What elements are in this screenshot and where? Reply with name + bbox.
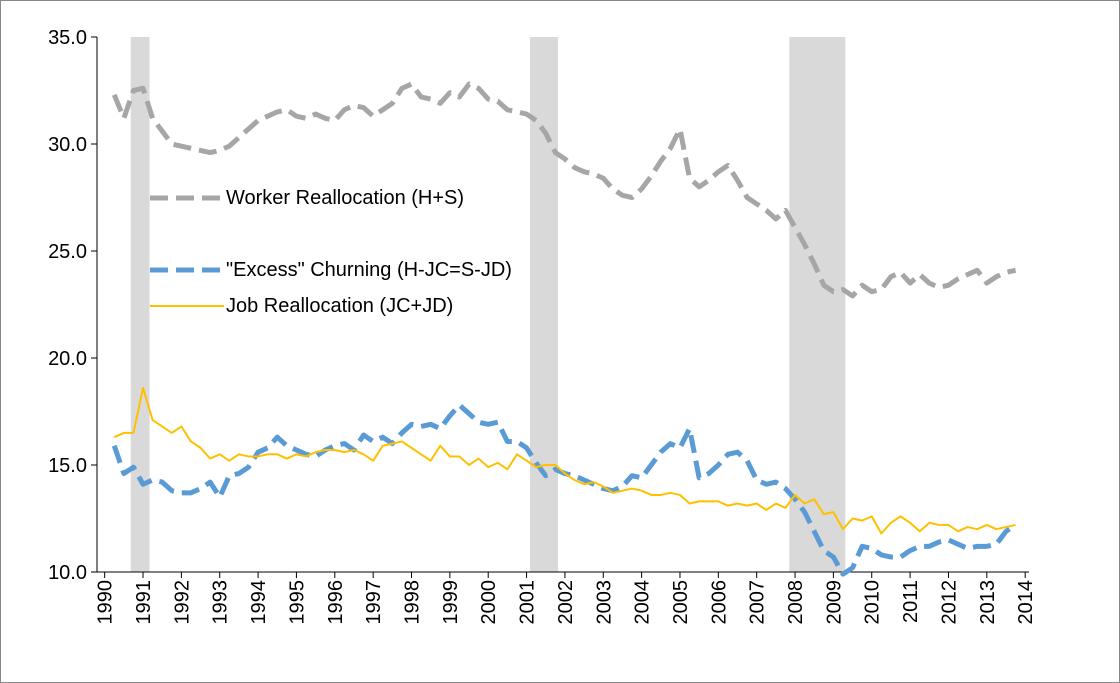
legend-label: Worker Reallocation (H+S) bbox=[226, 187, 465, 209]
x-tick-label: 2006 bbox=[708, 580, 730, 625]
legend-entry: "Excess" Churning (H-JC=S-JD) bbox=[150, 252, 590, 288]
x-tick-label: 2002 bbox=[555, 580, 577, 625]
x-tick-label: 1991 bbox=[133, 580, 155, 625]
x-tick-label: 2011 bbox=[900, 580, 922, 623]
axes: 10.0 15.0 20.0 25.0 30.0 35.0 1990 1991 1992 1993… bbox=[48, 27, 1037, 625]
x-tick-label: 2012 bbox=[938, 580, 960, 625]
x-tick-label: 1992 bbox=[171, 580, 193, 625]
legend-swatch bbox=[150, 305, 224, 307]
x-tick-label: 2010 bbox=[862, 580, 884, 625]
x-tick-label: 1998 bbox=[402, 580, 424, 625]
recession-band bbox=[530, 37, 559, 572]
legend: Worker Reallocation (H+S) "Excess" Churni… bbox=[150, 180, 590, 324]
y-tick-label: 25.0 bbox=[48, 241, 87, 263]
x-tick-label: 2004 bbox=[632, 580, 654, 625]
x-tick-label: 2007 bbox=[747, 580, 769, 625]
legend-entry: Worker Reallocation (H+S) bbox=[150, 180, 590, 216]
x-tick-label: 2014 bbox=[1015, 580, 1037, 625]
y-tick-label: 35.0 bbox=[48, 27, 87, 49]
legend-swatch bbox=[150, 267, 224, 273]
y-tick-label: 30.0 bbox=[48, 134, 87, 156]
lines bbox=[111, 81, 1017, 577]
x-tick-label: 2009 bbox=[823, 580, 845, 625]
recession-band bbox=[789, 37, 846, 572]
x-tick-label: 1994 bbox=[248, 580, 270, 625]
x-tick-label: 2013 bbox=[977, 580, 999, 625]
x-tick-label: 1996 bbox=[325, 580, 347, 625]
recession-band bbox=[130, 37, 150, 572]
x-tick-label: 1997 bbox=[363, 580, 385, 625]
legend-swatch bbox=[150, 195, 224, 201]
x-tick-label: 2003 bbox=[593, 580, 615, 625]
y-tick-label: 10.0 bbox=[48, 562, 87, 584]
x-tick-label: 1999 bbox=[440, 580, 462, 625]
x-tick-label: 1990 bbox=[95, 580, 117, 625]
series-line bbox=[111, 81, 1017, 299]
x-tick-label: 2000 bbox=[478, 580, 500, 625]
x-tick-label: 1993 bbox=[210, 580, 232, 625]
x-tick-label: 1995 bbox=[286, 580, 308, 625]
legend-label: Job Reallocation (JC+JD) bbox=[226, 295, 454, 317]
x-tick-label: 2005 bbox=[670, 580, 692, 625]
legend-entry: Job Reallocation (JC+JD) bbox=[150, 288, 590, 324]
x-tick-label: 2001 bbox=[517, 580, 539, 625]
y-tick-label: 15.0 bbox=[48, 455, 87, 477]
legend-label: "Excess" Churning (H-JC=S-JD) bbox=[226, 259, 512, 281]
x-tick-label: 2008 bbox=[785, 580, 807, 625]
recession-shading bbox=[130, 37, 846, 572]
y-tick-label: 20.0 bbox=[48, 348, 87, 370]
series-line bbox=[113, 386, 1016, 535]
